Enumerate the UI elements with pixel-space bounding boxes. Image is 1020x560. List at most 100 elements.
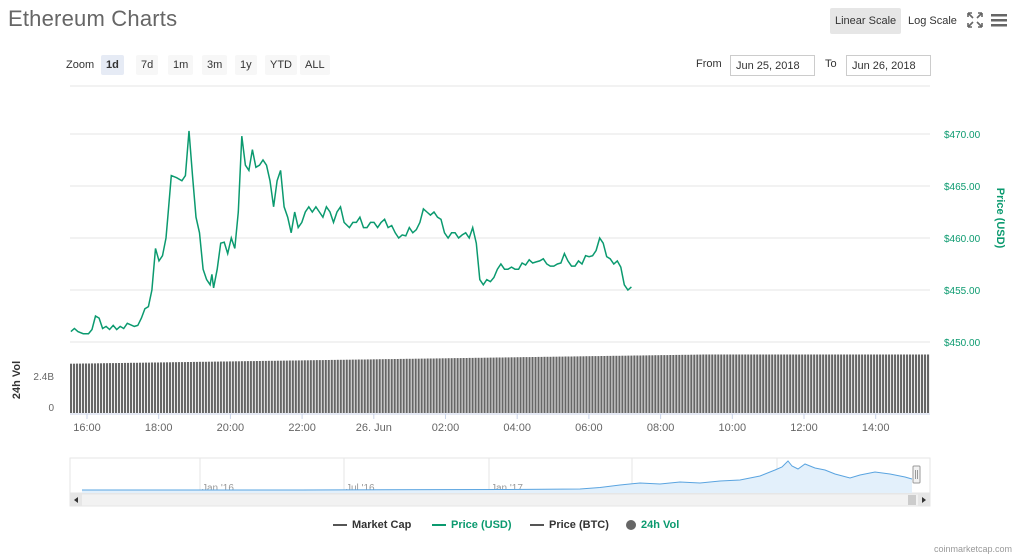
volume-bar xyxy=(603,356,606,413)
volume-bar xyxy=(723,354,726,413)
volume-bar xyxy=(705,354,708,413)
volume-bar xyxy=(504,357,507,413)
legend-price-usd[interactable]: Price (USD) xyxy=(432,519,512,531)
volume-bar xyxy=(309,360,312,413)
volume-bar xyxy=(663,355,666,413)
linear-scale-button[interactable]: Linear Scale xyxy=(830,8,902,34)
time-tick-label: 26. Jun xyxy=(356,422,392,434)
volume-bar xyxy=(822,354,825,413)
volume-bar xyxy=(777,354,780,413)
legend-price-btc[interactable]: Price (BTC) xyxy=(530,519,609,531)
zoom-1m-button[interactable]: 1m xyxy=(168,55,194,75)
volume-bar xyxy=(804,354,807,413)
volume-bar xyxy=(156,362,159,413)
to-label: To xyxy=(825,58,837,70)
volume-bar xyxy=(75,363,79,413)
volume-bar xyxy=(126,362,130,413)
volume-bar xyxy=(369,359,372,413)
zoom-7d-button[interactable]: 7d xyxy=(136,55,159,75)
log-scale-button[interactable]: Log Scale xyxy=(908,15,957,27)
volume-bar xyxy=(411,358,414,413)
volume-bar xyxy=(801,354,804,413)
volume-bar xyxy=(687,354,690,413)
volume-bar xyxy=(324,360,327,413)
zoom-1y-button[interactable]: 1y xyxy=(235,55,257,75)
volume-bar xyxy=(678,354,681,413)
volume-bar xyxy=(351,359,354,413)
volume-bar xyxy=(252,361,255,413)
volume-bar xyxy=(564,356,567,413)
time-tick-label: 16:00 xyxy=(73,422,101,434)
volume-bar xyxy=(300,360,303,413)
volume-bar xyxy=(273,360,276,413)
volume-bar xyxy=(771,354,774,413)
volume-bar xyxy=(900,354,903,413)
volume-bar xyxy=(99,363,103,413)
volume-bar xyxy=(498,357,501,413)
volume-bar xyxy=(480,357,483,413)
volume-bar xyxy=(828,354,831,413)
volume-bar xyxy=(402,358,405,413)
volume-bar xyxy=(444,358,447,413)
volume-bar xyxy=(924,354,927,413)
navigator-scrollbar[interactable] xyxy=(69,493,931,507)
zoom-all-button[interactable]: ALL xyxy=(300,55,330,75)
volume-bar xyxy=(645,355,648,413)
volume-bar xyxy=(93,363,97,413)
line-symbol-icon xyxy=(333,524,347,527)
volume-bar xyxy=(699,354,702,413)
legend-24h-vol[interactable]: 24h Vol xyxy=(626,519,679,531)
volume-bar xyxy=(495,357,498,413)
volume-bars xyxy=(70,354,930,413)
volume-bar xyxy=(357,359,360,413)
time-tick-label: 22:00 xyxy=(288,422,316,434)
price-axis-title: Price (USD) xyxy=(994,188,1006,249)
volume-bar xyxy=(312,360,315,413)
volume-bar xyxy=(612,355,615,413)
to-date-input[interactable] xyxy=(846,55,931,76)
volume-bar xyxy=(732,354,735,413)
fullscreen-icon[interactable] xyxy=(966,11,984,29)
volume-bar xyxy=(111,363,115,413)
volume-bar xyxy=(624,355,627,413)
arrow-left-icon xyxy=(74,497,78,503)
volume-bar xyxy=(204,361,207,413)
zoom-1d-button[interactable]: 1d xyxy=(101,55,124,75)
volume-bar xyxy=(684,354,687,413)
volume-bar xyxy=(636,355,639,413)
volume-bar xyxy=(621,355,624,413)
volume-bar xyxy=(222,361,225,413)
hamburger-menu-icon[interactable] xyxy=(990,11,1008,29)
volume-bar xyxy=(174,362,177,413)
volume-bar xyxy=(327,360,330,413)
volume-bar xyxy=(552,356,555,413)
volume-bar xyxy=(507,357,510,413)
zoom-ytd-button[interactable]: YTD xyxy=(265,55,297,75)
volume-bar xyxy=(249,361,252,413)
volume-bar xyxy=(153,362,156,413)
legend-market-cap[interactable]: Market Cap xyxy=(333,519,411,531)
volume-bar xyxy=(798,354,801,413)
volume-bar xyxy=(216,361,219,413)
volume-bar xyxy=(810,354,813,413)
volume-bar xyxy=(120,363,124,413)
volume-bar xyxy=(261,360,264,413)
volume-bar xyxy=(240,361,243,413)
volume-bar xyxy=(573,356,576,413)
volume-bar xyxy=(861,354,864,413)
volume-bar xyxy=(666,355,669,413)
price-usd-series-line xyxy=(70,130,632,335)
scrollbar-thumb[interactable] xyxy=(908,495,916,505)
volume-bar xyxy=(333,359,336,413)
volume-bar xyxy=(774,354,777,413)
volume-bar xyxy=(840,354,843,413)
volume-bar xyxy=(681,354,684,413)
from-date-input[interactable] xyxy=(730,55,815,76)
volume-bar xyxy=(729,354,732,413)
zoom-3m-button[interactable]: 3m xyxy=(202,55,228,75)
volume-bar xyxy=(576,356,579,413)
credits-link[interactable]: coinmarketcap.com xyxy=(933,544,1012,554)
navigator-handle[interactable] xyxy=(912,465,921,484)
volume-bar xyxy=(87,363,91,413)
